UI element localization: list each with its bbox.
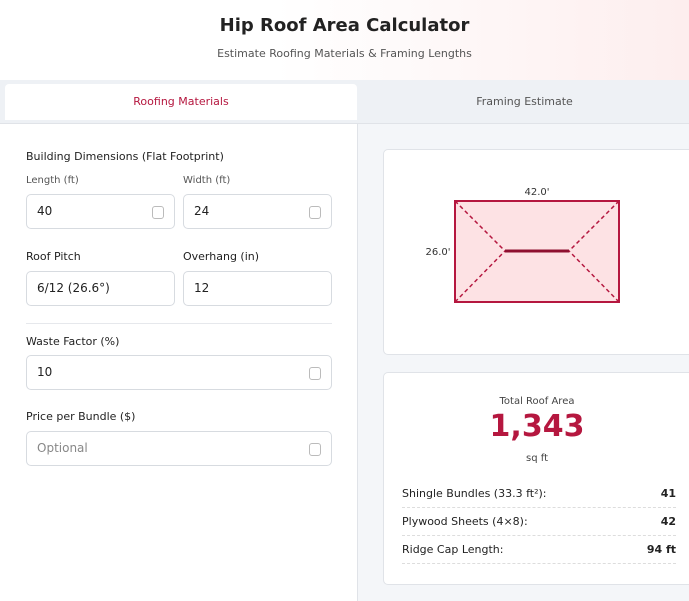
result-row: Shingle Bundles (33.3 ft²): 41 [402, 480, 676, 508]
hip-lines [454, 200, 620, 303]
row-value: 94 ft [646, 543, 676, 556]
input-value: 24 [194, 204, 210, 218]
result-row: Plywood Sheets (4×8): 42 [402, 508, 676, 536]
field-label: Width (ft) [183, 175, 231, 186]
row-value: 41 [660, 487, 676, 500]
row-value: 42 [660, 515, 676, 528]
result-unit: sq ft [525, 453, 548, 464]
field-label: Overhang (in) [183, 250, 260, 263]
row-label: Shingle Bundles (33.3 ft²): [402, 487, 547, 500]
input[interactable]: 40 [26, 194, 175, 229]
results-card: Total Roof Area 1,343 sq ft Shingle Bund… [383, 372, 689, 585]
length-label: 42.0' [524, 187, 549, 198]
spinner[interactable] [309, 367, 321, 380]
field-label: Roof Pitch [26, 250, 81, 263]
input[interactable]: Optional [26, 431, 332, 466]
row-label: Ridge Cap Length: [402, 543, 504, 556]
select[interactable]: 6/12 (26.6°) [26, 271, 175, 306]
input[interactable]: 24 [183, 194, 332, 229]
select-value: 6/12 (26.6°) [37, 281, 110, 295]
result-value: 1,343 [489, 409, 585, 444]
row-label: Plywood Sheets (4×8): [402, 515, 528, 528]
title: Hip Roof Area Calculator [219, 15, 470, 36]
input-value: 40 [37, 204, 53, 218]
tab[interactable]: Framing Estimate [476, 95, 573, 108]
placeholder: Optional [37, 441, 88, 455]
field-label: Price per Bundle ($) [26, 410, 136, 423]
input-value: 12 [194, 281, 210, 295]
diagram-card: 42.0' 26.0' [383, 149, 689, 355]
form-panel: Building Dimensions (Flat Footprint) Len… [0, 124, 358, 601]
roof-diagram: 42.0' 26.0' [425, 187, 620, 303]
input[interactable]: 10 [26, 355, 332, 390]
input[interactable]: 12 [183, 271, 332, 306]
field-label: Waste Factor (%) [26, 335, 120, 348]
divider [26, 323, 332, 324]
tab[interactable]: Roofing Materials [5, 84, 357, 120]
header: Hip Roof Area Calculator Estimate Roofin… [0, 0, 689, 81]
subtitle: Estimate Roofing Materials & Framing Len… [217, 47, 472, 60]
result-row: Ridge Cap Length: 94 ft [402, 536, 676, 564]
input-value: 10 [37, 365, 53, 379]
width-label: 26.0' [425, 247, 450, 258]
field-label: Length (ft) [26, 175, 79, 186]
result-label: Total Roof Area [499, 396, 575, 407]
spinner[interactable] [152, 206, 164, 219]
tab-bar: Roofing Materials Framing Estimate [0, 80, 689, 124]
section-label: Building Dimensions (Flat Footprint) [26, 150, 224, 163]
spinner[interactable] [309, 443, 321, 456]
spinner[interactable] [309, 206, 321, 219]
